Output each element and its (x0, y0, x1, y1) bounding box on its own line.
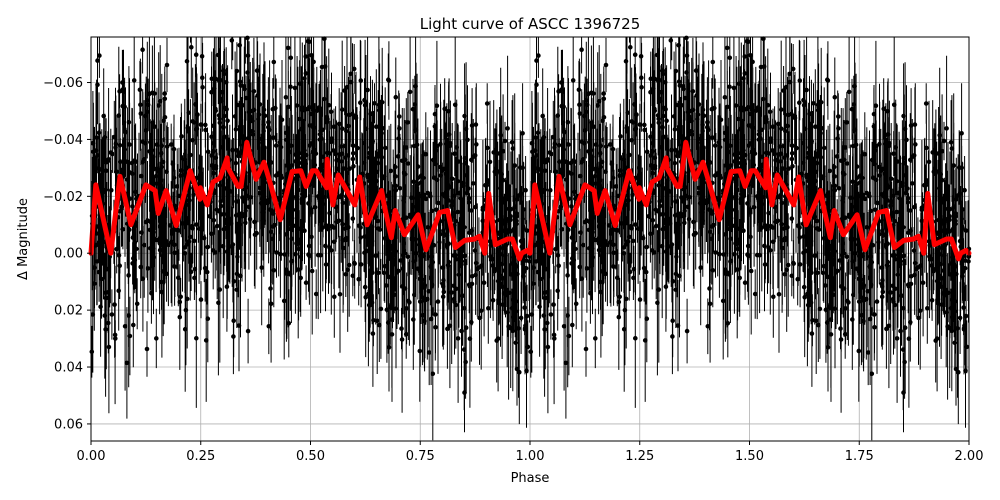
x-axis-ticks: 0.00 0.25 0.50 0.75 1.00 1.25 1.50 1.75 2.00 (77, 441, 984, 464)
y-tick-label: −0.02 (43, 190, 83, 205)
x-tick-label: 1.75 (845, 449, 874, 464)
x-tick-label: 2.00 (955, 449, 984, 464)
y-tick-label: −0.04 (43, 133, 83, 148)
y-axis-ticks: −0.06 −0.04 −0.02 0.00 0.02 0.04 0.06 (43, 76, 91, 432)
chart-title: Light curve of ASCC 1396725 (420, 15, 641, 33)
x-tick-label: 1.00 (516, 449, 545, 464)
y-tick-label: 0.06 (54, 417, 83, 432)
x-axis-label: Phase (511, 471, 550, 486)
y-axis-label: Δ Magnitude (16, 198, 31, 280)
y-tick-label: 0.04 (54, 361, 83, 376)
y-tick-label: 0.02 (54, 304, 83, 319)
x-tick-label: 0.00 (77, 449, 106, 464)
y-tick-label: −0.06 (43, 76, 83, 91)
model-curve (88, 139, 972, 262)
x-tick-label: 1.50 (735, 449, 764, 464)
x-tick-label: 0.25 (186, 449, 215, 464)
x-tick-label: 0.75 (406, 449, 435, 464)
x-tick-label: 1.25 (625, 449, 654, 464)
x-tick-label: 0.50 (296, 449, 325, 464)
y-tick-label: 0.00 (54, 247, 83, 262)
